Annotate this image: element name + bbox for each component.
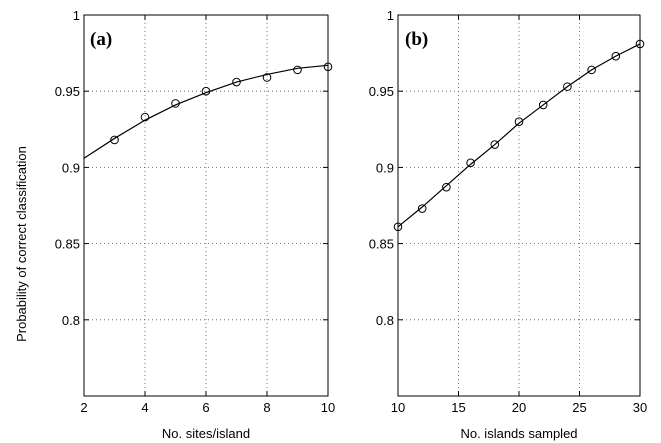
data-point xyxy=(201,86,211,96)
data-point xyxy=(514,117,524,126)
x-tick-label: 2 xyxy=(80,400,87,415)
plot-frame xyxy=(83,14,329,397)
fit-curve xyxy=(83,64,329,159)
y-tick-label: 0.8 xyxy=(62,313,80,328)
y-axis-label: Probability of correct classification xyxy=(14,146,29,342)
panel-label-a: (a) xyxy=(90,29,112,50)
data-point xyxy=(262,73,272,82)
data-point xyxy=(417,204,427,213)
x-tick-label: 10 xyxy=(321,400,335,415)
y-tick-label: 0.95 xyxy=(369,84,394,99)
y-tick-label: 0.85 xyxy=(369,237,394,252)
plot-frame xyxy=(397,14,641,397)
data-point xyxy=(442,182,451,192)
x-tick-label: 25 xyxy=(572,400,586,415)
data-point xyxy=(563,82,572,91)
data-point xyxy=(293,65,302,75)
data-point xyxy=(490,140,500,149)
x-axis-label-b: No. islands sampled xyxy=(460,426,577,441)
data-point xyxy=(538,100,548,110)
data-point xyxy=(466,158,475,168)
data-point xyxy=(635,39,645,49)
panel-a: 2 4 6 8 10 0.8 0.85 0.9 0.95 1 xyxy=(55,8,336,415)
data-point xyxy=(587,65,596,75)
x-axis-label-a: No. sites/island xyxy=(162,426,250,441)
data-point xyxy=(171,99,180,108)
data-point xyxy=(110,135,119,145)
data-point xyxy=(323,62,333,72)
data-point xyxy=(611,51,621,61)
y-tick-label: 1 xyxy=(387,8,394,23)
x-tick-label: 10 xyxy=(391,400,405,415)
y-tick-label: 1 xyxy=(73,8,80,23)
panel-b: 10 15 20 25 30 0.8 0.85 0.9 0.95 1 xyxy=(369,8,648,415)
y-tick-label: 0.8 xyxy=(376,313,394,328)
y-tick-label: 0.95 xyxy=(55,84,80,99)
x-tick-label: 15 xyxy=(451,400,465,415)
data-point xyxy=(140,112,150,122)
x-tick-label: 20 xyxy=(512,400,526,415)
x-tick-label: 6 xyxy=(202,400,209,415)
fit-curve xyxy=(397,43,641,228)
data-point xyxy=(393,222,403,232)
x-tick-label: 4 xyxy=(141,400,148,415)
data-point xyxy=(232,77,241,87)
y-tick-label: 0.85 xyxy=(55,237,80,252)
panel-label-b: (b) xyxy=(405,29,428,50)
x-tick-label: 8 xyxy=(263,400,270,415)
y-tick-label: 0.9 xyxy=(62,160,80,175)
x-tick-label: 30 xyxy=(633,400,647,415)
y-tick-label: 0.9 xyxy=(376,160,394,175)
